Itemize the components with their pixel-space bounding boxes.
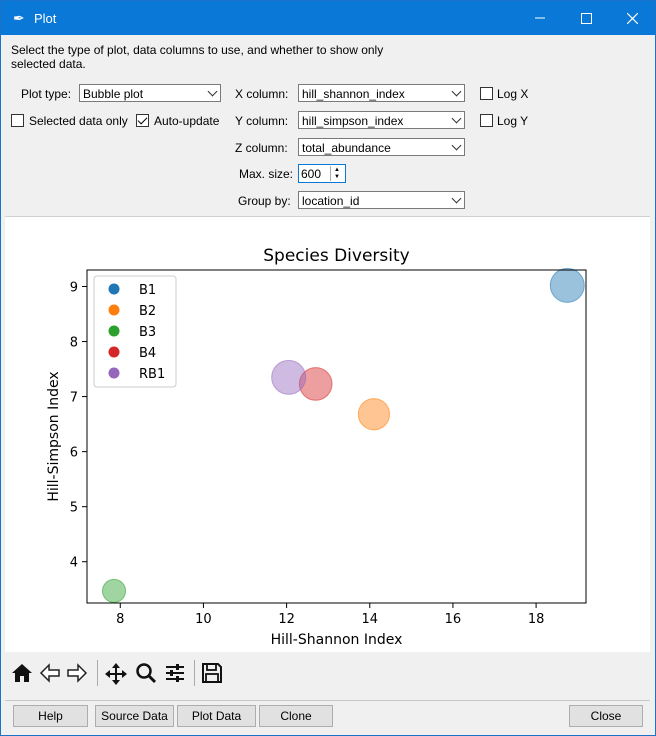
y-tick-label: 8 (70, 336, 78, 351)
spin-up-icon[interactable]: ▲ (334, 167, 340, 173)
legend-marker-rb1 (108, 367, 120, 379)
minimize-icon (535, 17, 545, 19)
save-icon[interactable] (201, 662, 223, 684)
home-icon[interactable] (11, 662, 33, 684)
plot-canvas[interactable]: Species Diversity 8 10 12 14 16 18 4 5 6 7 8 9 Hill-S… (5, 216, 650, 653)
z-column-select[interactable]: total_abundance (298, 138, 465, 156)
group-by-label: Group by: (238, 194, 291, 208)
x-tick-label: 10 (195, 612, 212, 627)
plot-type-label: Plot type: (21, 87, 72, 101)
help-button[interactable]: Help (13, 705, 88, 727)
navigation-toolbar (5, 652, 650, 694)
log-x-checkbox[interactable] (480, 87, 493, 100)
x-tick-label: 14 (361, 612, 378, 627)
instructions-text: Select the type of plot, data columns to… (11, 43, 384, 71)
x-column-label: X column: (235, 87, 289, 101)
pan-icon[interactable] (104, 662, 128, 686)
legend-label-rb1: RB1 (139, 367, 165, 382)
y-tick-label: 9 (70, 281, 78, 296)
bubble-rb1 (271, 359, 307, 395)
feather-icon: ✒ (13, 10, 25, 26)
auto-update-checkbox[interactable] (136, 114, 149, 127)
minimize-button[interactable] (517, 1, 563, 35)
back-icon[interactable] (39, 662, 61, 684)
window-title: Plot (34, 11, 57, 26)
x-tick-label: 12 (278, 612, 295, 627)
y-tick-label: 5 (70, 501, 78, 516)
chevron-down-icon (451, 86, 462, 97)
source-data-button[interactable]: Source Data (95, 705, 174, 727)
y-tick-label: 4 (70, 556, 78, 571)
bubble-chart: Species Diversity 8 10 12 14 16 18 4 5 6 7 8 9 Hill-S… (46, 246, 587, 648)
chevron-down-icon (451, 113, 462, 124)
clone-button[interactable]: Clone (259, 705, 333, 727)
toolbar-separator (97, 660, 98, 686)
plot-data-button[interactable]: Plot Data (177, 705, 256, 727)
zoom-icon[interactable] (135, 662, 157, 684)
toolbar-separator (194, 660, 195, 686)
chevron-down-icon (207, 86, 218, 97)
legend-box (93, 275, 177, 388)
y-column-label: Y column: (235, 114, 289, 128)
legend-label-b1: B1 (139, 283, 156, 298)
plot-type-select[interactable]: Bubble plot (79, 84, 221, 102)
chart-title: Species Diversity (263, 246, 409, 266)
selected-data-only-label: Selected data only (29, 114, 128, 128)
title-bar: ✒ Plot (1, 1, 655, 35)
chevron-down-icon (451, 140, 462, 151)
legend-label-b2: B2 (139, 304, 156, 319)
auto-update-label: Auto-update (154, 114, 220, 128)
z-column-label: Z column: (235, 141, 288, 155)
y-column-select[interactable]: hill_simpson_index (298, 111, 465, 129)
close-window-button[interactable] (609, 1, 655, 35)
y-tick-label: 6 (70, 446, 78, 461)
bubble-b2 (357, 398, 391, 431)
legend-marker-b2 (108, 304, 120, 316)
bubble-b4 (298, 367, 333, 401)
button-bar: Help Source Data Plot Data Clone Close (5, 700, 650, 733)
bubble-b3 (101, 578, 127, 603)
close-button[interactable]: Close (569, 705, 643, 727)
maximize-button[interactable] (563, 1, 609, 35)
group-by-select[interactable]: location_id (298, 191, 465, 209)
forward-icon[interactable] (66, 662, 88, 684)
x-tick-label: 8 (116, 612, 124, 627)
y-tick-label: 7 (70, 391, 78, 406)
log-y-label: Log Y (497, 114, 529, 128)
x-tick-label: 16 (445, 612, 462, 627)
log-x-label: Log X (497, 87, 529, 101)
x-axis-label: Hill-Shannon Index (271, 632, 403, 648)
max-size-label: Max. size: (239, 167, 294, 181)
x-column-select[interactable]: hill_shannon_index (298, 84, 465, 102)
configure-icon[interactable] (164, 662, 186, 684)
max-size-spinbox[interactable]: 600 ▲ ▼ (298, 164, 346, 183)
legend-marker-b1 (108, 283, 120, 295)
chevron-down-icon (451, 193, 462, 204)
log-y-checkbox[interactable] (480, 114, 493, 127)
bubble-b1 (549, 267, 585, 303)
spin-down-icon[interactable]: ▼ (334, 174, 340, 180)
axes-frame (86, 269, 587, 604)
legend-marker-b3 (108, 325, 120, 337)
legend-marker-b4 (108, 346, 120, 358)
x-tick-label: 18 (528, 612, 545, 627)
close-icon (626, 12, 638, 24)
legend-label-b4: B4 (139, 346, 156, 361)
maximize-icon (580, 12, 592, 24)
selected-data-only-checkbox[interactable] (11, 114, 24, 127)
legend-label-b3: B3 (139, 325, 156, 340)
y-axis-label: Hill-Simpson Index (46, 371, 62, 501)
